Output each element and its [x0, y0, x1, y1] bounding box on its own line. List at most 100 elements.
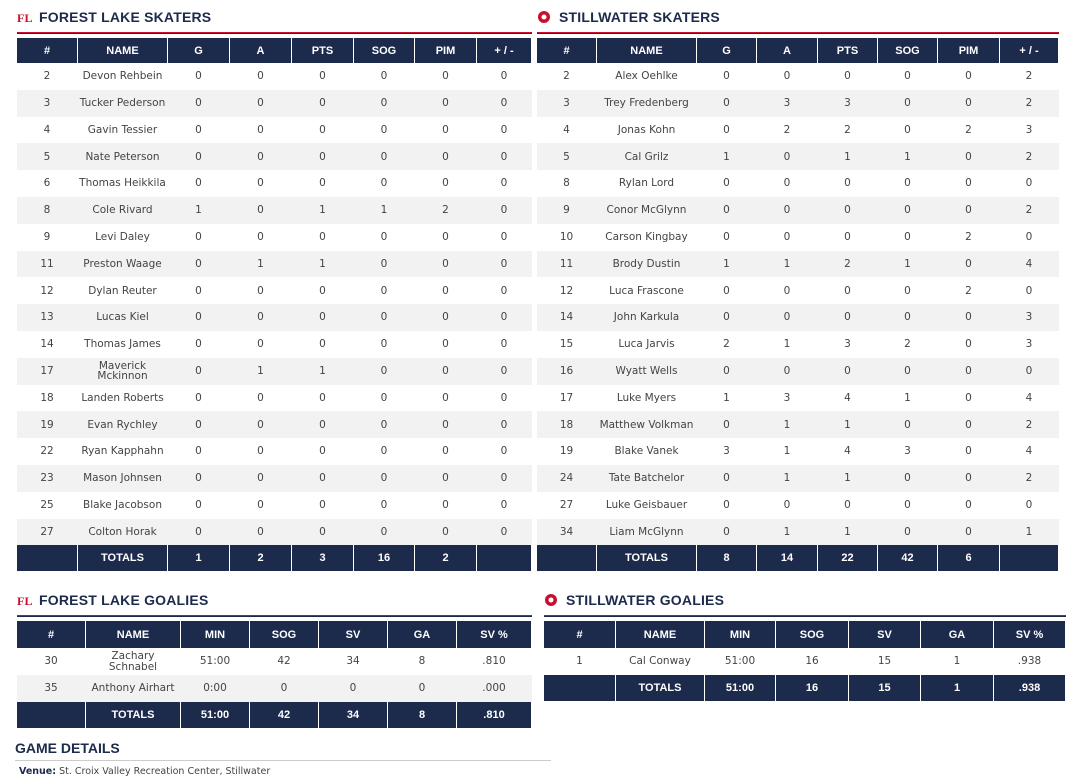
- player-name: Maverick Mckinnon: [78, 357, 168, 385]
- player-row: 25 Blake Jacobson 0 0 0 0 0 0: [17, 492, 532, 519]
- stat-cell: 0: [965, 445, 972, 458]
- column-header: PTS: [292, 38, 354, 63]
- player-name: Mason Johnsen: [78, 464, 168, 492]
- stat-cell: 0: [442, 498, 449, 511]
- column-header: #: [17, 621, 86, 648]
- stat-cell: 0: [1000, 357, 1059, 385]
- player-row: 9 Conor McGlynn 0 0 0 0 0 2: [537, 196, 1059, 224]
- player-name: Conor McGlynn: [597, 196, 697, 224]
- stat-cell: 4: [563, 123, 570, 136]
- stat-cell: 15: [877, 655, 892, 668]
- stat-cell: 0: [878, 464, 938, 492]
- player-row: 17 Luke Myers 1 3 4 1 0 4: [537, 385, 1059, 412]
- stat-cell: 0: [195, 391, 202, 404]
- stat-cell: 2: [904, 338, 911, 351]
- stat-cell: 0: [354, 518, 415, 546]
- stat-cell: 0: [844, 230, 851, 243]
- table-head: # NAME G A PTS SOG PIM + / -: [17, 38, 532, 63]
- svg-text:FL: FL: [17, 11, 33, 24]
- player-name: Nate Peterson: [78, 143, 168, 171]
- stat-cell: 1: [1000, 518, 1059, 546]
- stat-cell: 0: [477, 196, 532, 224]
- stat-cell: 0: [354, 250, 415, 278]
- stat-cell: 0: [195, 70, 202, 83]
- totals-label: TOTALS: [86, 702, 181, 728]
- stat-cell: 1: [230, 250, 292, 278]
- stat-cell: 0: [1025, 177, 1033, 190]
- player-name: Cal Grilz: [597, 143, 697, 171]
- stat-cell: 0: [723, 498, 730, 511]
- column-header: NAME: [616, 621, 705, 648]
- game-details: GAME DETAILS Venue: St. Croix Valley Rec…: [15, 736, 551, 777]
- column-header: #: [544, 621, 616, 648]
- section-title: GAME DETAILS: [15, 736, 551, 761]
- totals-row: TOTALS 1 2 3 16 2: [17, 545, 532, 572]
- stat-cell: 34: [537, 518, 597, 546]
- stats-table: # NAME MIN SOG SV GA SV % 30 Zachary Schnabel 51:…: [17, 621, 532, 728]
- stat-cell: 1: [697, 250, 757, 278]
- stat-cell: 0: [195, 230, 202, 243]
- stat-cell: 0: [783, 498, 791, 511]
- stat-cell: 0: [292, 518, 354, 546]
- stat-cell: 0: [354, 304, 415, 331]
- stats-table: # NAME G A PTS SOG PIM + / -2 Alex Oehlke 0 0 0 0 0 2 3…: [537, 38, 1059, 572]
- stat-cell: 2: [1000, 464, 1059, 492]
- stat-cell: 0: [904, 123, 911, 136]
- stat-cell: 5: [17, 143, 78, 171]
- stat-cell: 27: [559, 498, 574, 511]
- stat-cell: 0: [415, 89, 477, 117]
- stat-cell: 0: [319, 230, 326, 243]
- stat-cell: 0: [965, 498, 972, 511]
- stat-cell: 3: [537, 89, 597, 117]
- player-name: Jonas Kohn: [617, 123, 676, 136]
- stat-cell: 0: [938, 304, 1000, 331]
- total-cell: 2: [415, 545, 477, 572]
- column-header: SV %: [457, 621, 532, 648]
- player-name: Blake Vanek: [614, 445, 679, 458]
- stat-cell: 3: [904, 445, 911, 458]
- section-title-text: FOREST LAKE SKATERS: [39, 9, 212, 25]
- stat-cell: 0: [415, 357, 477, 385]
- totals-label: TOTALS: [616, 675, 705, 701]
- stat-cell: 2: [563, 70, 570, 83]
- player-row: 19 Blake Vanek 3 1 4 3 0 4: [537, 438, 1059, 465]
- stat-cell: 2: [43, 70, 51, 83]
- column-header: GA: [388, 621, 457, 648]
- goalies-away: STILLWATER GOALIES # NAME MIN SOG SV GA SV % 1 Ca…: [544, 585, 1066, 701]
- stat-cell: 14: [40, 338, 54, 351]
- stat-cell: 0: [500, 338, 508, 351]
- stat-cell: 0: [500, 498, 508, 511]
- stat-cell: 24: [537, 464, 597, 492]
- stat-cell: 0: [292, 411, 354, 439]
- stat-cell: 0: [757, 196, 818, 224]
- stat-cell: 0: [477, 304, 532, 331]
- stat-cell: 0: [230, 89, 292, 117]
- column-header: PIM: [415, 38, 477, 63]
- team-logo: [545, 594, 557, 606]
- player-row: 19 Evan Rychley 0 0 0 0 0 0: [17, 411, 532, 439]
- stat-cell: 11: [17, 250, 78, 278]
- column-header: PIM: [938, 38, 1000, 63]
- stat-cell: 1: [576, 655, 583, 668]
- stat-cell: 0: [380, 498, 388, 511]
- stat-cell: 0: [380, 391, 388, 404]
- table-body: 1 Cal Conway 51:00 16 15 1.938 TOTALS 51:00 16 15…: [544, 648, 1066, 701]
- stat-cell: 0: [380, 230, 388, 243]
- column-header: #: [537, 38, 597, 63]
- stat-cell: 0: [757, 357, 818, 385]
- stat-cell: 0: [844, 70, 851, 83]
- player-row: 12 Dylan Reuter 0 0 0 0 0 0: [17, 277, 532, 304]
- total-cell: 15: [849, 675, 921, 701]
- stat-cell: 9: [43, 230, 51, 243]
- total-cell: 34: [319, 702, 388, 728]
- stat-cell: 0: [415, 411, 477, 439]
- player-row: 2 Devon Rehbein 0 0 0 0 0 0: [17, 63, 532, 90]
- stat-cell: 17: [17, 357, 78, 385]
- stat-cell: 1: [818, 518, 878, 546]
- player-name: Thomas James: [84, 338, 161, 351]
- player-row: 17 Maverick Mckinnon 0 1 1 0 0 0: [17, 357, 532, 385]
- stat-cell: 0: [354, 464, 415, 492]
- stat-cell: 0: [723, 177, 730, 190]
- stat-cell: 16: [805, 655, 819, 668]
- stat-cell: 0: [168, 464, 230, 492]
